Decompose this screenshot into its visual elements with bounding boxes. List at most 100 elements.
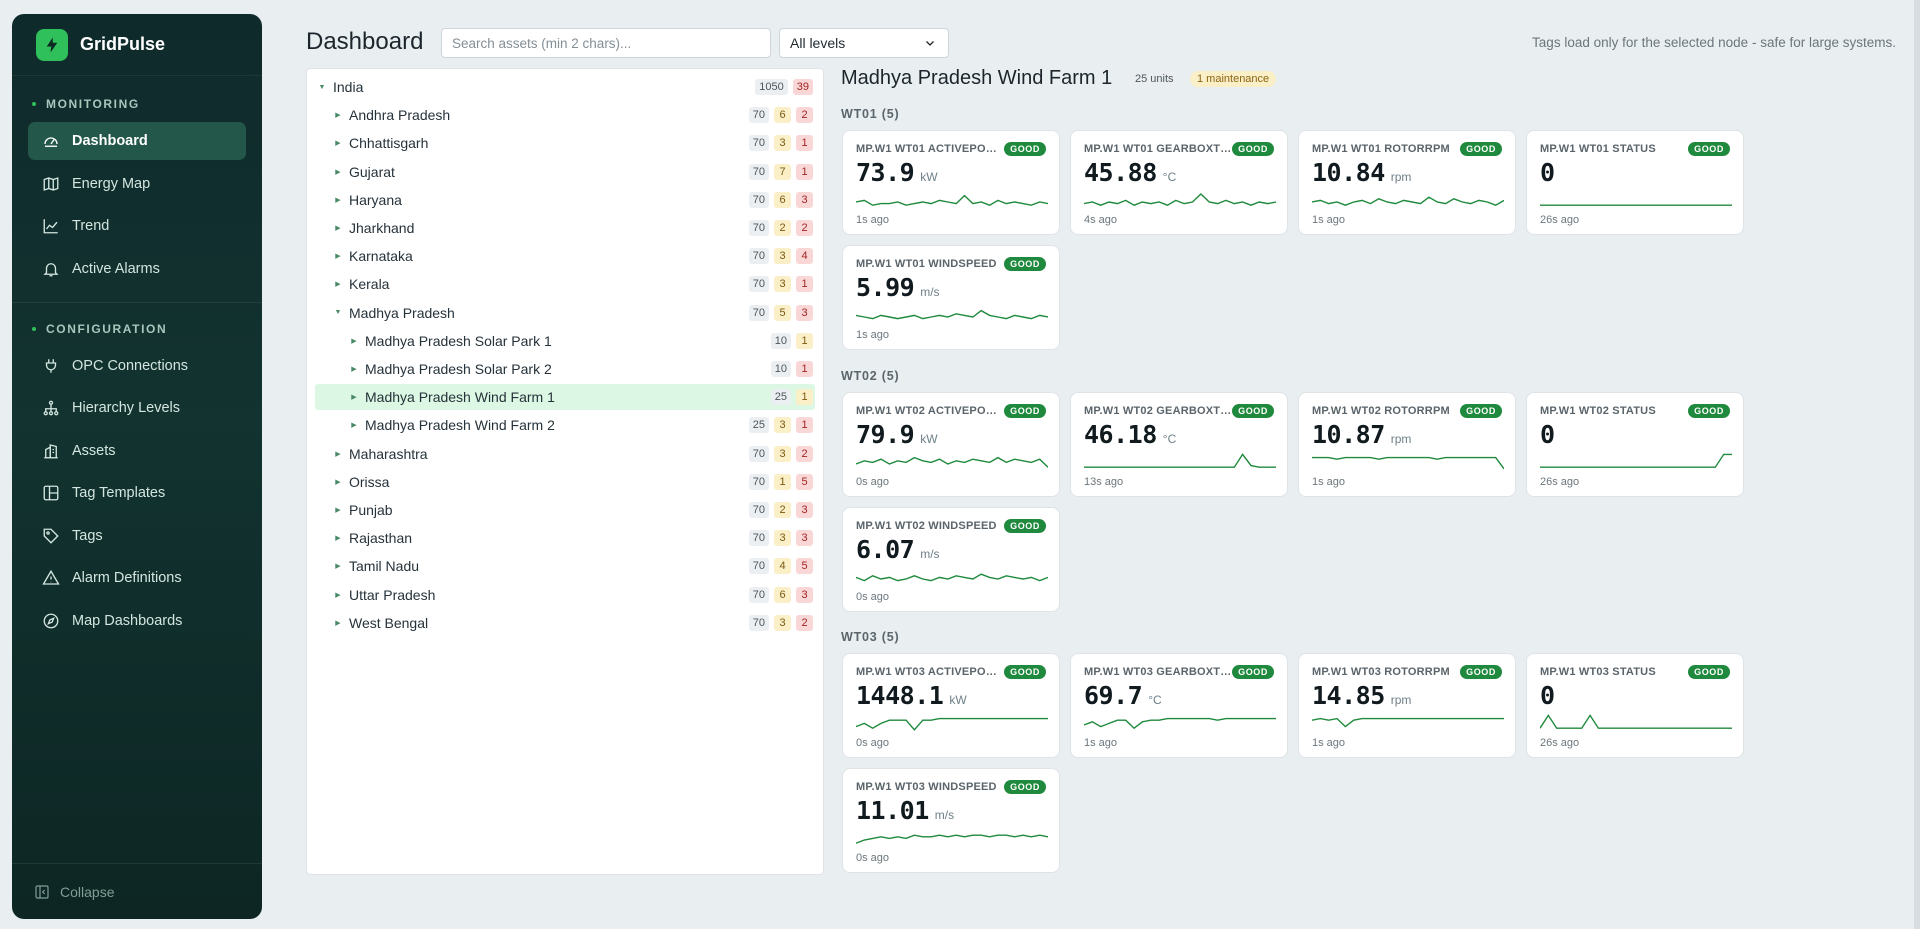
tree-node[interactable]: ▶ Karnataka 70 3 4	[315, 243, 815, 269]
caret-right-icon[interactable]: ▶	[335, 591, 341, 599]
tag-card[interactable]: MP.W1 WT01 ACTIVEPOWER GOOD 73.9 kW 1s ago	[842, 130, 1060, 235]
caret-right-icon[interactable]: ▶	[335, 225, 341, 232]
brand[interactable]: GridPulse	[12, 14, 262, 76]
warning-badge: 5	[774, 304, 791, 321]
caret-right-icon[interactable]: ▶	[335, 478, 341, 486]
nav-trend[interactable]: Trend	[28, 207, 246, 245]
nav-tags[interactable]: Tags	[28, 517, 246, 555]
tag-card-header: MP.W1 WT01 STATUS GOOD	[1540, 142, 1730, 156]
tag-value-row: 0	[1540, 420, 1730, 450]
tree-node-badges: 70 3 4	[748, 248, 815, 265]
caret-right-icon[interactable]: ▶	[335, 112, 341, 120]
tree-node[interactable]: ▶ Uttar Pradesh 70 6 3	[315, 582, 815, 608]
tag-card[interactable]: MP.W1 WT01 GEARBOXTEMP GOOD 45.88 °C 4s ago	[1070, 130, 1288, 235]
tag-updated: 1s ago	[1084, 737, 1118, 749]
tag-card[interactable]: MP.W1 WT03 GEARBOXTEMP GOOD 69.7 °C 1s ago	[1070, 653, 1288, 758]
hierarchy-icon	[43, 400, 59, 416]
nav-energy-map[interactable]: Energy Map	[28, 165, 246, 203]
nav-dashboard[interactable]: Dashboard	[28, 122, 246, 160]
level-select[interactable]: All levels	[779, 28, 949, 58]
tree-node[interactable]: ▼ India 1050 39	[315, 74, 815, 100]
count-badge: 70	[748, 276, 769, 293]
collapse-button[interactable]: Collapse	[12, 863, 262, 919]
tag-unit: m/s	[934, 808, 955, 822]
caret-right-icon[interactable]: ▶	[335, 253, 341, 261]
warning-badge: 3	[774, 445, 791, 462]
caret-right-icon[interactable]: ▶	[335, 507, 341, 514]
tag-card-header: MP.W1 WT03 GEARBOXTEMP GOOD	[1084, 665, 1274, 679]
tag-value: 69.7	[1084, 681, 1143, 710]
caret-right-icon[interactable]: ▶	[335, 196, 341, 204]
tag-card[interactable]: MP.W1 WT02 GEARBOXTEMP GOOD 46.18 °C 13s ago	[1070, 392, 1288, 497]
tree-node-badges: 1050 39	[755, 79, 815, 95]
nav-map-dashboards[interactable]: Map Dashboards	[28, 602, 246, 640]
caret-right-icon[interactable]: ▶	[351, 337, 357, 345]
nav-active-alarms[interactable]: Active Alarms	[28, 250, 246, 288]
search-input[interactable]	[441, 28, 771, 58]
tree-node-label: West Bengal	[349, 614, 429, 631]
tag-value-row: 73.9 kW	[856, 158, 1046, 188]
caret-right-icon[interactable]: ▶	[335, 140, 341, 148]
tag-card[interactable]: MP.W1 WT02 STATUS GOOD 0 26s ago	[1526, 392, 1744, 497]
tag-value: 0	[1540, 420, 1555, 449]
status-badge: GOOD	[1460, 142, 1502, 156]
tag-icon	[43, 528, 59, 544]
tree-node[interactable]: ▶ Jharkhand 70 2 2	[315, 215, 815, 241]
tree-node[interactable]: ▶ Kerala 70 3 1	[315, 271, 815, 297]
status-badge: GOOD	[1232, 142, 1274, 156]
nav-hierarchy-levels[interactable]: Hierarchy Levels	[28, 389, 246, 427]
tree-node[interactable]: ▶ Andhra Pradesh 70 6 2	[315, 102, 815, 128]
caret-right-icon[interactable]: ▶	[335, 450, 341, 458]
tag-unit: °C	[1162, 432, 1177, 446]
tag-card[interactable]: MP.W1 WT01 ROTORRPM GOOD 10.84 rpm 1s ago	[1298, 130, 1516, 235]
tag-card[interactable]: MP.W1 WT03 ACTIVEPOWER GOOD 1448.1 kW 0s ago	[842, 653, 1060, 758]
tree-node[interactable]: ▼ Madhya Pradesh 70 5 3	[315, 300, 815, 326]
nav-opc-connections[interactable]: OPC Connections	[28, 347, 246, 385]
tag-card[interactable]: MP.W1 WT03 WINDSPEED GOOD 11.01 m/s 0s ago	[842, 768, 1060, 873]
tree-node[interactable]: ▶ Punjab 70 2 3	[315, 497, 815, 523]
nav-alarm-definitions[interactable]: Alarm Definitions	[28, 559, 246, 597]
tree-node[interactable]: ▶ Tamil Nadu 70 4 5	[315, 553, 815, 579]
tree-node[interactable]: ▶ Madhya Pradesh Wind Farm 1 25 1	[315, 384, 815, 411]
caret-right-icon[interactable]: ▶	[351, 422, 357, 430]
caret-right-icon[interactable]: ▶	[351, 366, 357, 373]
tree-node[interactable]: ▶ Maharashtra 70 3 2	[315, 441, 815, 467]
caret-down-icon[interactable]: ▼	[318, 83, 326, 91]
caret-right-icon[interactable]: ▶	[335, 535, 341, 543]
tag-card[interactable]: MP.W1 WT01 STATUS GOOD 0 26s ago	[1526, 130, 1744, 235]
caret-right-icon[interactable]: ▶	[335, 168, 341, 176]
nav-tag-templates[interactable]: Tag Templates	[28, 474, 246, 512]
nav-assets[interactable]: Assets	[28, 432, 246, 470]
nav-label: Tags	[72, 527, 103, 544]
tag-card[interactable]: MP.W1 WT01 WINDSPEED GOOD 5.99 m/s 1s ago	[842, 245, 1060, 350]
tag-card[interactable]: MP.W1 WT02 WINDSPEED GOOD 6.07 m/s 0s ago	[842, 507, 1060, 612]
tree-node[interactable]: ▶ West Bengal 70 3 2	[315, 610, 815, 636]
warning-badge: 7	[774, 163, 791, 180]
tree-node[interactable]: ▶ Madhya Pradesh Solar Park 1 10 1	[315, 328, 815, 354]
tree-node-badges: 70 6 3	[748, 586, 815, 603]
sparkline	[856, 717, 1048, 731]
tree-node[interactable]: ▶ Madhya Pradesh Wind Farm 2 25 3 1	[315, 412, 815, 438]
tag-card[interactable]: MP.W1 WT02 ROTORRPM GOOD 10.87 rpm 1s ago	[1298, 392, 1516, 497]
tree-node[interactable]: ▶ Haryana 70 6 3	[315, 187, 815, 213]
sparkline	[1540, 453, 1732, 468]
tag-value: 5.99	[856, 273, 915, 302]
caret-right-icon[interactable]: ▶	[351, 394, 357, 402]
tree-node[interactable]: ▶ Gujarat 70 7 1	[315, 159, 815, 185]
caret-right-icon[interactable]: ▶	[335, 563, 341, 571]
tree-node[interactable]: ▶ Rajasthan 70 3 3	[315, 525, 815, 551]
caret-down-icon[interactable]: ▼	[334, 309, 342, 317]
tag-card-header: MP.W1 WT02 ROTORRPM GOOD	[1312, 404, 1502, 418]
tree-node[interactable]: ▶ Chhattisgarh 70 3 1	[315, 130, 815, 156]
tag-card[interactable]: MP.W1 WT02 ACTIVEPOWER GOOD 79.9 kW 0s ago	[842, 392, 1060, 497]
caret-right-icon[interactable]: ▶	[335, 619, 341, 627]
sparkline-path	[856, 717, 1048, 731]
caret-right-icon[interactable]: ▶	[335, 281, 341, 289]
sparkline	[1084, 193, 1276, 206]
tree-node[interactable]: ▶ Orissa 70 1 5	[315, 469, 815, 495]
tag-value: 14.85	[1312, 681, 1385, 710]
tag-card[interactable]: MP.W1 WT03 STATUS GOOD 0 26s ago	[1526, 653, 1744, 758]
tag-card[interactable]: MP.W1 WT03 ROTORRPM GOOD 14.85 rpm 1s ago	[1298, 653, 1516, 758]
tree-node[interactable]: ▶ Madhya Pradesh Solar Park 2 10 1	[315, 356, 815, 382]
tag-name: MP.W1 WT01 ACTIVEPOWER	[856, 143, 1004, 155]
